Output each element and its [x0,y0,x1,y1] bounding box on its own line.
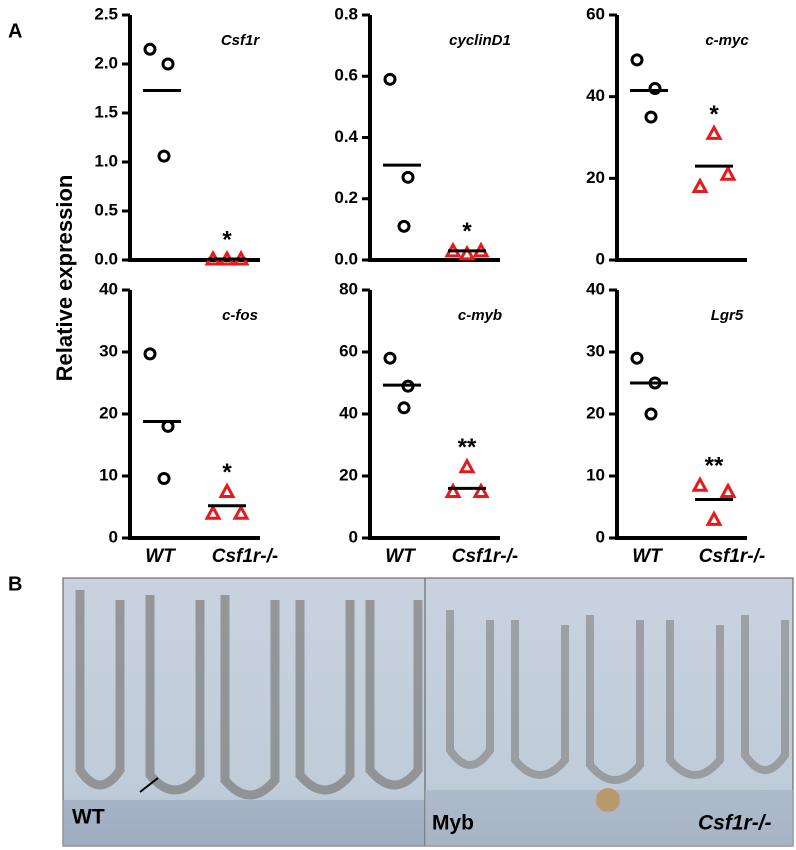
y-tick-label: 10 [99,465,118,484]
ko-point [458,244,476,261]
y-tick-label: 1.5 [94,102,118,121]
ko-point [691,177,709,193]
chart-title: c-fos [222,307,258,324]
panel-label: A [8,20,22,42]
micrograph-right: Myb Csf1r-/- [424,577,794,847]
ko-point [218,482,236,498]
chart-title: Csf1r [221,32,261,49]
y-tick-label: 0.5 [94,200,118,219]
wt-point [397,401,411,415]
y-tick-label: 0 [596,527,605,546]
ko-point [458,457,476,474]
y-tick-label: 0 [596,249,605,268]
x-tick-label: WT [385,546,416,567]
y-tick-label: 10 [586,465,605,484]
wt-point [644,407,658,421]
micrograph-left: WT [62,577,426,847]
wt-point [157,471,171,485]
y-tick-label: 40 [586,86,605,105]
chart-title: c-myb [458,307,502,324]
image-label: WT [72,806,105,829]
significance: ** [705,453,724,480]
ko-point [705,124,723,140]
y-tick-label: 1.0 [94,151,118,170]
wt-point [383,351,397,365]
ko-point [232,504,250,520]
significance: ** [458,434,477,461]
y-tick-label: 40 [586,279,605,298]
wt-point [157,149,171,163]
panel-label: B [8,573,22,595]
x-tick-label: Csf1r-/- [699,546,766,567]
y-tick-label: 30 [586,341,605,360]
significance: * [462,218,472,245]
wt-point [143,347,157,361]
y-tick-label: 0.4 [334,127,358,146]
chart-title: cyclinD1 [449,32,511,49]
wt-point [630,351,644,365]
y-tick-label: 0.6 [334,66,358,85]
y-tick-label: 20 [586,168,605,187]
ko-point [204,504,222,520]
y-tick-label: 80 [339,279,358,298]
ko-point [444,482,462,498]
wt-point [397,219,411,233]
significance: * [222,459,232,486]
y-tick-label: 40 [99,279,118,298]
x-tick-label: WT [632,546,663,567]
wt-point [648,82,662,95]
x-tick-label: Csf1r-/- [212,546,279,567]
wt-point [644,110,658,124]
y-tick-label: 20 [586,403,605,422]
significance: * [709,101,719,128]
y-tick-label: 0.2 [334,188,358,207]
ko-point [719,482,737,498]
wt-point [630,53,644,67]
y-axis-title: Relative expression [52,175,77,382]
y-tick-label: 0.0 [334,249,358,268]
y-tick-label: 40 [339,403,358,422]
y-tick-label: 0.8 [334,4,358,23]
y-tick-label: 2.5 [94,4,118,23]
y-tick-label: 2.0 [94,53,118,72]
wt-point [401,170,415,184]
y-tick-label: 30 [99,341,118,360]
y-tick-label: 0 [349,527,358,546]
x-tick-label: WT [145,546,176,567]
ko-point [719,165,737,181]
y-tick-label: 60 [339,341,358,360]
ko-point [691,476,709,492]
wt-point [143,42,157,56]
x-tick-label: Csf1r-/- [452,546,519,567]
ko-point [705,510,723,526]
y-tick-label: 20 [99,403,118,422]
y-tick-label: 20 [339,465,358,484]
chart-title: c-myc [705,32,749,49]
ko-point [472,482,490,498]
wt-point [383,72,397,86]
y-tick-label: 60 [586,4,605,23]
wt-point [161,57,175,71]
y-tick-label: 0 [109,527,118,546]
chart-title: Lgr5 [711,307,744,324]
significance: * [222,226,232,253]
y-tick-label: 0.0 [94,249,118,268]
image-label: Csf1r-/- [698,812,772,835]
image-label: Myb [432,812,474,835]
